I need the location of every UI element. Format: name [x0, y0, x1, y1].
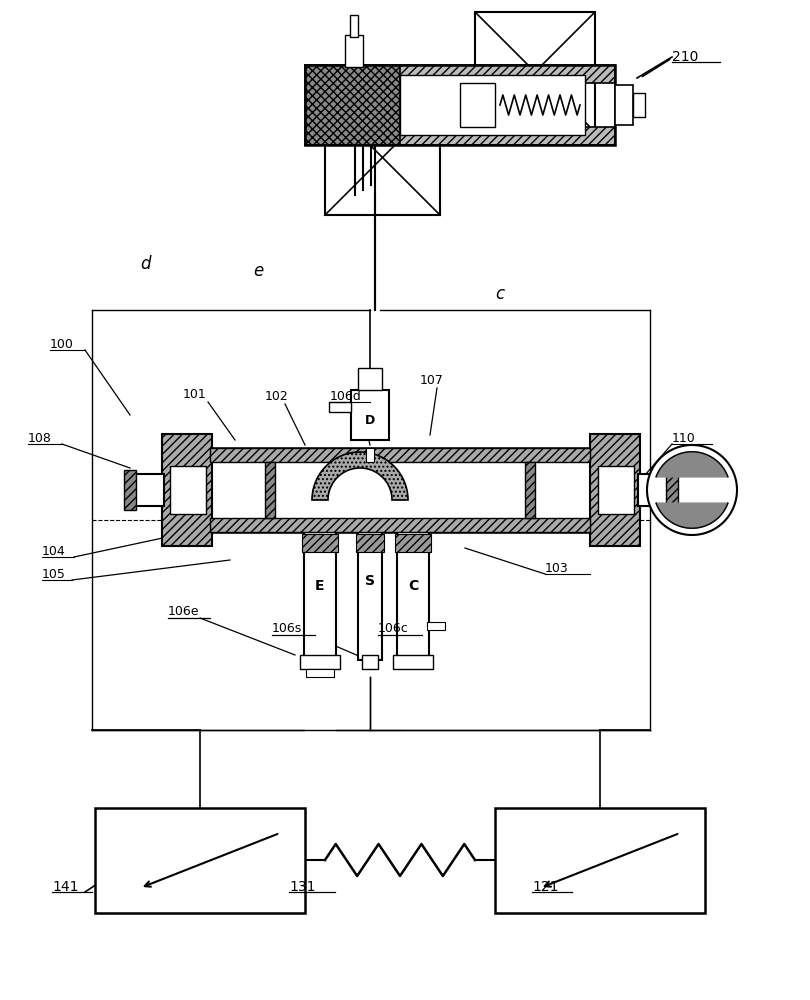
Text: 102: 102 [265, 390, 288, 403]
Bar [302, 534, 338, 552]
Bar [400, 75, 585, 135]
Text: 100: 100 [50, 338, 74, 351]
Text: e: e [253, 262, 263, 280]
Bar [638, 474, 666, 506]
Text: E: E [315, 579, 325, 593]
Text: 110: 110 [672, 432, 696, 445]
Text: S: S [365, 574, 375, 588]
Bar [598, 466, 634, 514]
Bar [210, 448, 590, 462]
Bar [633, 93, 645, 117]
Bar [397, 532, 429, 660]
Text: d: d [140, 255, 150, 273]
Text: 103: 103 [545, 562, 569, 575]
Text: 121: 121 [532, 880, 559, 894]
Bar [305, 127, 615, 145]
Bar [362, 655, 378, 669]
Text: 106s: 106s [272, 622, 302, 635]
Bar [304, 532, 336, 660]
Bar [345, 35, 363, 67]
Bar [329, 402, 351, 412]
Text: D: D [364, 414, 375, 426]
Text: 106c: 106c [378, 622, 409, 635]
Text: 105: 105 [42, 568, 66, 581]
Bar [265, 462, 275, 518]
Bar [495, 808, 705, 913]
Bar [590, 434, 640, 546]
Bar [525, 462, 535, 518]
Bar [300, 655, 340, 669]
Bar [134, 474, 164, 506]
Bar [666, 470, 678, 510]
Bar [306, 669, 334, 677]
Bar [358, 532, 382, 660]
Bar [350, 15, 358, 37]
Bar [475, 12, 595, 132]
Bar [358, 368, 382, 390]
Text: 106d: 106d [330, 390, 362, 403]
Text: 141: 141 [52, 880, 79, 894]
Circle shape [647, 445, 737, 535]
Text: 107: 107 [420, 374, 444, 387]
Text: 106e: 106e [168, 605, 199, 618]
Bar [615, 85, 633, 125]
Bar [170, 466, 206, 514]
Bar [427, 622, 445, 630]
Bar [356, 534, 384, 552]
Bar [395, 534, 431, 552]
Bar [124, 470, 136, 510]
Bar [325, 100, 440, 215]
Text: c: c [496, 285, 505, 303]
Bar [460, 83, 495, 127]
Bar [366, 448, 374, 462]
Bar [305, 65, 400, 145]
Polygon shape [656, 503, 728, 528]
Text: 131: 131 [289, 880, 316, 894]
Bar [162, 434, 212, 546]
Bar [393, 655, 433, 669]
Bar [210, 448, 590, 532]
Text: 104: 104 [42, 545, 66, 558]
Bar [305, 65, 615, 83]
Bar [210, 518, 590, 532]
Bar [305, 65, 615, 145]
Text: 101: 101 [183, 388, 207, 401]
Polygon shape [656, 452, 728, 477]
Bar [351, 390, 389, 440]
Text: 210: 210 [672, 50, 698, 64]
Polygon shape [312, 452, 408, 500]
Text: 108: 108 [28, 432, 52, 445]
Bar [95, 808, 305, 913]
Text: C: C [408, 579, 418, 593]
